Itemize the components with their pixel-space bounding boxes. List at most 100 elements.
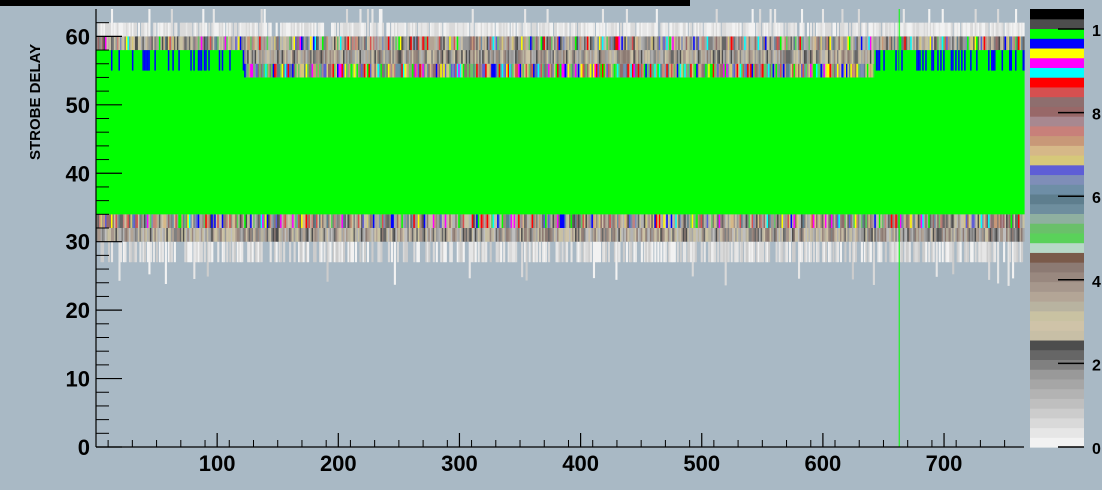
heatmap-cell <box>911 50 914 215</box>
heatmap-cell <box>527 228 530 242</box>
heatmap-cell <box>645 214 648 228</box>
heatmap-cell <box>565 214 569 228</box>
heatmap-cell <box>748 241 751 263</box>
heatmap-cell <box>425 36 428 51</box>
heatmap-cell <box>383 36 386 51</box>
heatmap-cell <box>202 228 205 242</box>
heatmap-cell <box>783 63 786 78</box>
heatmap-cell <box>212 214 215 228</box>
heatmap-cell <box>814 50 817 64</box>
heatmap-cell <box>561 77 564 215</box>
heatmap-cell <box>640 214 643 228</box>
heatmap-cell <box>989 36 992 51</box>
heatmap-cell <box>253 214 256 228</box>
heatmap-cell <box>931 22 934 37</box>
heatmap-cell <box>365 228 368 242</box>
heatmap-cell <box>845 214 848 228</box>
heatmap-cell <box>995 36 998 51</box>
heatmap-cell <box>432 36 435 51</box>
heatmap-cell <box>97 228 100 242</box>
heatmap-cell <box>721 63 724 78</box>
heatmap-cell <box>369 228 373 242</box>
heatmap-cell <box>771 228 774 242</box>
heatmap-cell <box>893 228 896 242</box>
heatmap-cell <box>771 214 774 228</box>
heatmap-cell <box>301 228 304 242</box>
heatmap-cell <box>753 228 756 242</box>
heatmap-cell <box>952 50 955 71</box>
heatmap-cell <box>471 214 474 228</box>
heatmap-cell <box>847 36 850 51</box>
heatmap-cell <box>275 214 278 228</box>
heatmap-cell <box>554 228 557 242</box>
heatmap-cell <box>817 228 820 242</box>
heatmap-cell <box>937 228 940 242</box>
heatmap-cell <box>356 77 359 215</box>
heatmap-cell <box>694 36 697 51</box>
heatmap-cell <box>699 228 702 242</box>
heatmap-cell <box>601 50 605 64</box>
heatmap-cell <box>732 77 735 215</box>
heatmap-cell <box>769 214 772 228</box>
heatmap-cell <box>390 214 393 228</box>
heatmap-cell <box>184 36 187 51</box>
heatmap-cell <box>907 36 910 51</box>
heatmap-cell <box>598 22 602 37</box>
heatmap-cell <box>354 241 358 263</box>
heatmap-cell <box>498 50 501 64</box>
heatmap-cell <box>904 22 907 37</box>
heatmap-cell <box>489 22 492 37</box>
heatmap-cell <box>887 214 890 228</box>
heatmap-cell <box>241 36 244 51</box>
heatmap-cell <box>964 228 967 242</box>
heatmap-cell <box>586 77 590 215</box>
heatmap-cell <box>697 228 700 242</box>
heatmap-cell <box>778 36 781 51</box>
heatmap-cell <box>208 50 211 71</box>
heatmap-cell <box>179 228 182 242</box>
heatmap-cell <box>513 241 516 263</box>
heatmap-cell <box>588 228 591 242</box>
heatmap-cell <box>489 63 492 78</box>
heatmap-cell <box>568 50 572 64</box>
heatmap-cell <box>980 50 983 215</box>
heatmap-cell <box>501 228 504 242</box>
heatmap-cell <box>173 50 176 215</box>
heatmap-cell <box>805 77 808 215</box>
heatmap-cell <box>778 214 781 228</box>
heatmap-cell <box>786 241 789 263</box>
heatmap-cell <box>253 50 256 64</box>
heatmap-cell <box>685 63 688 78</box>
heatmap-cell <box>431 228 434 242</box>
heatmap-cell <box>583 22 587 37</box>
heatmap-cell <box>601 241 605 263</box>
heatmap-cell <box>470 63 473 78</box>
heatmap-cell <box>167 50 170 71</box>
heatmap-cell <box>339 63 343 78</box>
heatmap-cell <box>531 50 534 64</box>
heatmap-cell <box>351 228 355 242</box>
heatmap-cell <box>241 50 244 215</box>
heatmap-cell <box>983 22 986 37</box>
heatmap-cell <box>232 241 235 263</box>
heatmap-cell <box>995 22 998 37</box>
heatmap-cell <box>500 241 503 263</box>
heatmap-cell <box>308 77 311 215</box>
heatmap-cell <box>980 214 983 228</box>
heatmap-cell <box>244 228 247 242</box>
heatmap-cell <box>191 36 194 51</box>
heatmap-cell <box>342 22 346 37</box>
heatmap-cell <box>534 214 537 228</box>
heatmap-cell <box>863 36 866 51</box>
heatmap-cell <box>479 36 482 51</box>
heatmap-cell <box>717 77 720 215</box>
heatmap-cell <box>832 228 835 242</box>
heatmap-cell <box>639 63 642 78</box>
heatmap-cell <box>907 214 910 228</box>
heatmap-cell <box>775 36 778 51</box>
y-tick-label: 40 <box>66 161 90 186</box>
heatmap-cell <box>929 22 932 37</box>
heatmap-cell <box>937 22 940 37</box>
heatmap-cell <box>527 214 530 228</box>
heatmap-cell <box>522 228 525 242</box>
